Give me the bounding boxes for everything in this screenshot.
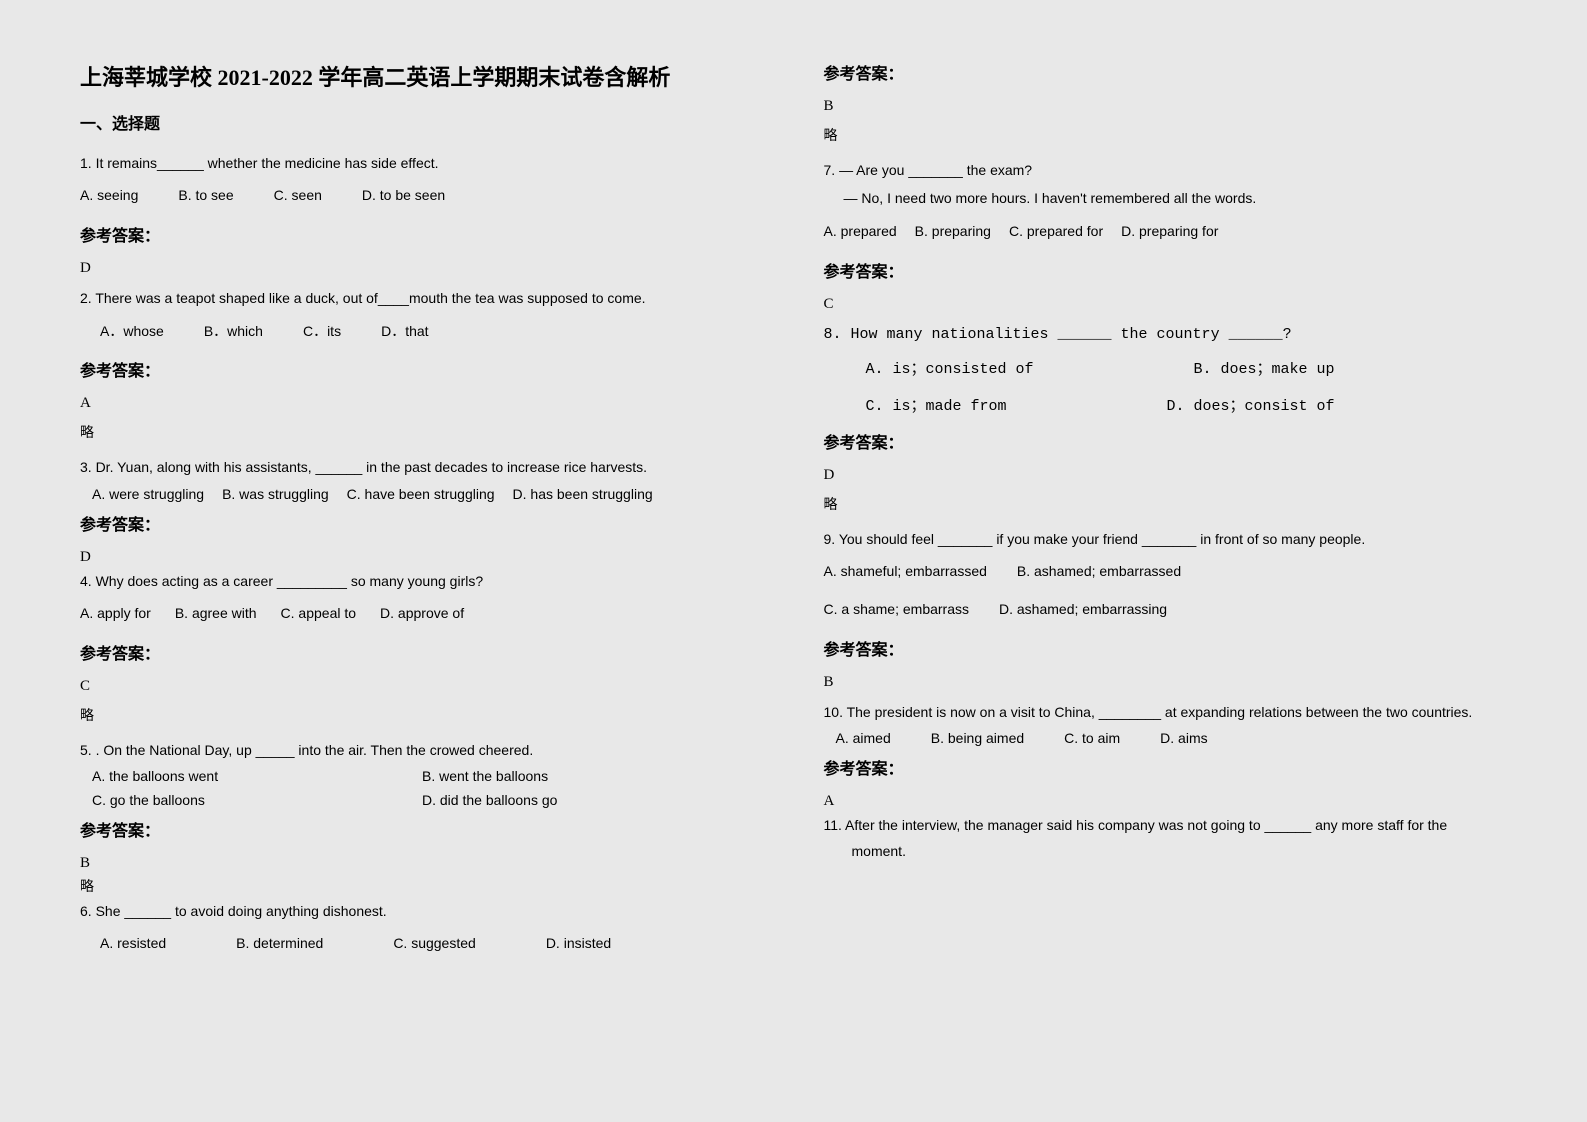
q6-opt-a: A. resisted xyxy=(100,932,166,956)
q5-text: 5. . On the National Day, up _____ into … xyxy=(80,739,764,761)
q3-opt-d: D. has been struggling xyxy=(513,483,653,507)
q8-opt-d: D. does；consist of xyxy=(1167,394,1335,415)
q9-answer-label: 参考答案： xyxy=(824,636,1508,660)
q2-note: 略 xyxy=(80,422,764,442)
q3-answer-label: 参考答案： xyxy=(80,511,764,535)
q7-answer: C xyxy=(824,296,1508,313)
q8-answer: D xyxy=(824,467,1508,484)
q7-opt-c: C. prepared for xyxy=(1009,220,1103,244)
q4-options: A. apply for B. agree with C. appeal to … xyxy=(80,602,764,626)
q8-opt-b: B. does；make up xyxy=(1194,357,1335,378)
q2-opt-b: B．which xyxy=(204,320,263,344)
page-title: 上海莘城学校 2021-2022 学年高二英语上学期期末试卷含解析 xyxy=(80,60,764,92)
q8-opt-c: C. is；made from xyxy=(866,394,1007,415)
q5-opt-b: B. went the balloons xyxy=(422,765,548,789)
q5-opt-c: C. go the balloons xyxy=(92,789,422,813)
q2-text: 2. There was a teapot shaped like a duck… xyxy=(80,287,764,309)
q6-answer-label: 参考答案： xyxy=(824,60,1508,84)
q5-opt-d: D. did the balloons go xyxy=(422,789,557,813)
q3-opt-c: C. have been struggling xyxy=(347,483,495,507)
q9-opt-d: D. ashamed; embarrassing xyxy=(999,598,1167,622)
q4-opt-c: C. appeal to xyxy=(281,602,357,626)
q2-options: A．whose B．which C．its D．that xyxy=(80,320,764,344)
q2-answer: A xyxy=(80,395,764,412)
q1-opt-d: D. to be seen xyxy=(362,184,445,208)
q10-answer: A xyxy=(824,793,1508,810)
q6-opt-c: C. suggested xyxy=(393,932,476,956)
q5-opt-a: A. the balloons went xyxy=(92,765,422,789)
q3-options: A. were struggling B. was struggling C. … xyxy=(80,483,764,507)
q1-text: 1. It remains______ whether the medicine… xyxy=(80,152,764,174)
q10-opt-a: A. aimed xyxy=(836,727,891,751)
q10-opt-d: D. aims xyxy=(1160,727,1207,751)
q11-text2: moment. xyxy=(824,840,1508,862)
q7-options: A. prepared B. preparing C. prepared for… xyxy=(824,220,1508,244)
q5-answer: B xyxy=(80,855,764,872)
q2-answer-label: 参考答案： xyxy=(80,357,764,381)
q6-opt-b: B. determined xyxy=(236,932,323,956)
q2-opt-a: A．whose xyxy=(100,320,164,344)
q7-answer-label: 参考答案： xyxy=(824,258,1508,282)
q1-opt-c: C. seen xyxy=(274,184,322,208)
q4-opt-d: D. approve of xyxy=(380,602,464,626)
q6-answer: B xyxy=(824,98,1508,115)
q7-opt-d: D. preparing for xyxy=(1121,220,1218,244)
right-column: 参考答案： B 略 7. — Are you _______ the exam?… xyxy=(824,60,1508,1062)
q4-note: 略 xyxy=(80,705,764,725)
q7-line2: — No, I need two more hours. I haven't r… xyxy=(824,187,1508,209)
q5-options: A. the balloons went B. went the balloon… xyxy=(80,765,764,813)
q4-answer: C xyxy=(80,678,764,695)
q6-note: 略 xyxy=(824,125,1508,145)
q2-opt-c: C．its xyxy=(303,320,341,344)
section-header: 一、选择题 xyxy=(80,110,764,134)
q1-opt-b: B. to see xyxy=(178,184,233,208)
q1-opt-a: A. seeing xyxy=(80,184,138,208)
q3-opt-a: A. were struggling xyxy=(92,483,204,507)
q9-text: 9. You should feel _______ if you make y… xyxy=(824,528,1508,550)
q5-note: 略 xyxy=(80,876,764,896)
q10-options: A. aimed B. being aimed C. to aim D. aim… xyxy=(824,727,1508,751)
q10-text: 10. The president is now on a visit to C… xyxy=(824,701,1508,723)
q7-opt-b: B. preparing xyxy=(915,220,991,244)
q10-answer-label: 参考答案： xyxy=(824,755,1508,779)
q9-answer: B xyxy=(824,674,1508,691)
q8-text: 8. How many nationalities ______ the cou… xyxy=(824,323,1508,347)
q1-answer-label: 参考答案： xyxy=(80,222,764,246)
q10-opt-b: B. being aimed xyxy=(931,727,1024,751)
q3-answer: D xyxy=(80,549,764,566)
q4-answer-label: 参考答案： xyxy=(80,640,764,664)
q1-answer: D xyxy=(80,260,764,277)
q1-options: A. seeing B. to see C. seen D. to be see… xyxy=(80,184,764,208)
q8-opt-a: A. is；consisted of xyxy=(866,357,1034,378)
q9-options: A. shameful; embarrassed B. ashamed; emb… xyxy=(824,560,1508,622)
q7-opt-a: A. prepared xyxy=(824,220,897,244)
q7-line1: 7. — Are you _______ the exam? xyxy=(824,159,1508,181)
q11-text: 11. After the interview, the manager sai… xyxy=(824,814,1508,836)
q4-opt-b: B. agree with xyxy=(175,602,257,626)
q6-text: 6. She ______ to avoid doing anything di… xyxy=(80,900,764,922)
q6-opt-d: D. insisted xyxy=(546,932,611,956)
q5-answer-label: 参考答案： xyxy=(80,817,764,841)
q8-answer-label: 参考答案： xyxy=(824,429,1508,453)
left-column: 上海莘城学校 2021-2022 学年高二英语上学期期末试卷含解析 一、选择题 … xyxy=(80,60,764,1062)
q3-opt-b: B. was struggling xyxy=(222,483,329,507)
q9-opt-c: C. a shame; embarrass xyxy=(824,598,970,622)
q8-note: 略 xyxy=(824,494,1508,514)
q2-opt-d: D．that xyxy=(381,320,428,344)
q4-opt-a: A. apply for xyxy=(80,602,151,626)
q10-opt-c: C. to aim xyxy=(1064,727,1120,751)
q9-opt-a: A. shameful; embarrassed xyxy=(824,560,987,584)
q3-text: 3. Dr. Yuan, along with his assistants, … xyxy=(80,456,764,478)
q6-options: A. resisted B. determined C. suggested D… xyxy=(80,932,764,956)
q4-text: 4. Why does acting as a career _________… xyxy=(80,570,764,592)
q8-options: A. is；consisted of B. does；make up C. is… xyxy=(824,357,1508,415)
q9-opt-b: B. ashamed; embarrassed xyxy=(1017,560,1181,584)
